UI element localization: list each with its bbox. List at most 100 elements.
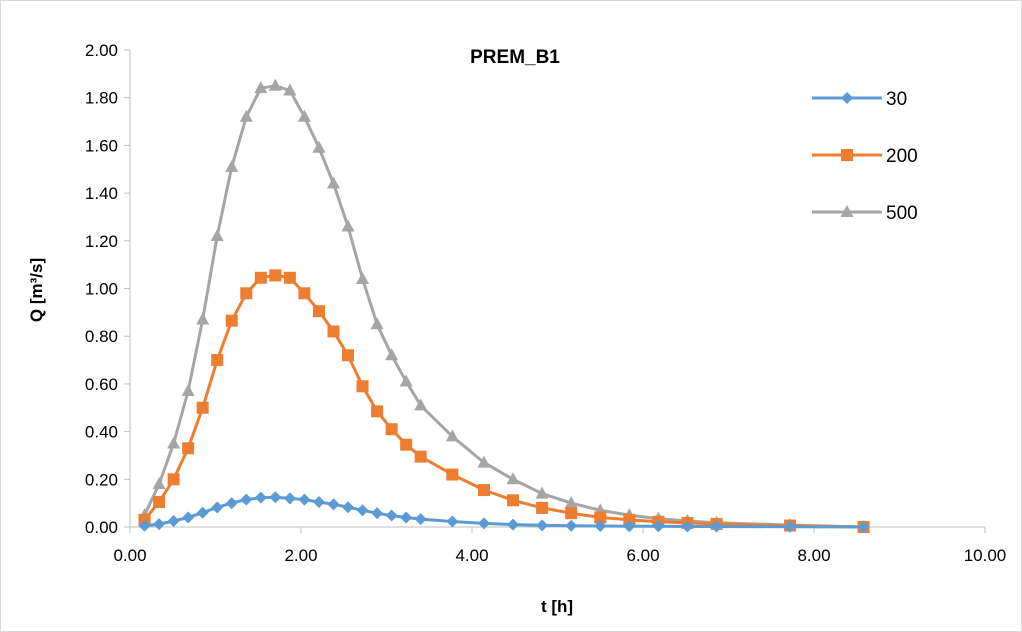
series-30-point <box>327 498 340 511</box>
y-tick-label: 1.60 <box>85 136 118 155</box>
series-30-point <box>167 515 180 528</box>
y-tick-label: 1.00 <box>85 280 118 299</box>
series-500-point <box>225 159 239 172</box>
series-200-point <box>342 349 355 362</box>
series-500-point <box>312 140 326 153</box>
series-30-point <box>446 515 459 528</box>
legend-marker-500 <box>840 205 854 217</box>
series-500-point <box>385 348 399 361</box>
series-30-point <box>400 511 413 524</box>
plot-area: 0.00 0.20 0.40 0.60 0.80 1.00 1.20 1.40 1.60 1.80… <box>85 41 1006 565</box>
series-200-point <box>385 423 398 436</box>
series-30-point <box>414 513 427 526</box>
series-30-point <box>623 520 636 533</box>
series-200-point <box>196 401 209 414</box>
series-200-point <box>356 380 369 393</box>
series-30-point <box>312 495 325 508</box>
series-30-point <box>565 519 578 532</box>
series-200-line <box>143 273 864 529</box>
series-500-point <box>564 496 578 509</box>
series-30-point <box>283 492 296 505</box>
y-tick-label: 0.20 <box>85 470 118 489</box>
series-200-point <box>254 271 267 284</box>
series-500-point <box>297 109 311 122</box>
series-500-point <box>283 83 297 96</box>
series-200-point <box>536 501 549 514</box>
y-axis-title: Q [m³/s] <box>27 258 46 322</box>
series-500-point <box>445 429 459 442</box>
series-30-point <box>356 504 369 517</box>
series-30-point <box>477 517 490 530</box>
series-500-point <box>210 229 224 242</box>
legend-label-30: 30 <box>886 89 907 110</box>
series-200-point <box>269 269 282 282</box>
series-500-point <box>341 219 355 232</box>
series-200-point <box>400 438 413 451</box>
series-30-point <box>138 519 151 532</box>
x-axis-title: t [h] <box>541 597 573 616</box>
series-500-point <box>239 109 253 122</box>
series-500-point <box>326 176 340 189</box>
y-tick-label: 1.20 <box>85 232 118 251</box>
legend-marker-200 <box>841 149 853 161</box>
legend: 30 200 500 <box>812 89 918 224</box>
x-tick-label: 10.00 <box>964 546 1007 565</box>
series-500-point <box>181 384 195 397</box>
series-30-point <box>269 491 282 504</box>
y-tick-label: 0.60 <box>85 375 118 394</box>
series-30-point <box>240 493 253 506</box>
series-30-point <box>784 520 797 533</box>
x-tick-label: 0.00 <box>113 546 146 565</box>
series-200-point <box>240 287 253 300</box>
y-tick-label: 0.80 <box>85 327 118 346</box>
series-500-point <box>535 486 549 499</box>
series-200-point <box>477 484 490 497</box>
series-200-point <box>507 494 520 507</box>
series-200-point <box>167 473 180 486</box>
y-tick-label: 1.80 <box>85 89 118 108</box>
series-30-point <box>710 520 723 533</box>
chart-title: PREM_B1 <box>470 47 560 68</box>
series-500-point <box>254 81 268 94</box>
series-30-point <box>681 520 694 533</box>
series-500-point <box>167 436 181 449</box>
series-200-point <box>211 354 224 367</box>
series-30-point <box>371 507 384 520</box>
series-500-point <box>370 317 384 330</box>
series-200-point <box>283 271 296 284</box>
series-500-line <box>143 84 864 529</box>
series-30-point <box>182 511 195 524</box>
y-tick-label: 0.00 <box>85 518 118 537</box>
series-500-point <box>399 374 413 387</box>
x-tick-label: 8.00 <box>797 546 830 565</box>
series-30-point <box>857 521 870 533</box>
series-200-point <box>414 450 427 463</box>
series-500-point <box>506 472 520 485</box>
series-30-point <box>507 518 520 531</box>
legend-marker-30 <box>841 92 853 104</box>
series-30-point <box>254 491 267 504</box>
series-30-point <box>652 520 665 533</box>
series-200-point <box>623 513 636 526</box>
series-500-point <box>268 78 282 91</box>
series-30-point <box>211 501 224 514</box>
series-200-point <box>182 442 195 455</box>
series-200-point <box>446 468 459 481</box>
series-500-point <box>356 271 370 284</box>
series-200-point <box>312 305 325 318</box>
legend-label-500: 500 <box>886 203 918 224</box>
y-tick-label: 2.00 <box>85 41 118 60</box>
series-500-point <box>414 398 428 411</box>
series-30-point <box>594 520 607 533</box>
series-30-point <box>536 519 549 532</box>
series-200-point <box>594 511 607 524</box>
series-30-point <box>385 509 398 522</box>
series-200-point <box>371 405 384 418</box>
series-30-point <box>298 493 311 506</box>
series-30-point <box>225 497 238 510</box>
series-200-point <box>327 325 340 338</box>
x-tick-label: 4.00 <box>455 546 488 565</box>
series-500-point <box>196 312 210 325</box>
legend-label-200: 200 <box>886 146 918 167</box>
series-200-point <box>298 287 311 300</box>
